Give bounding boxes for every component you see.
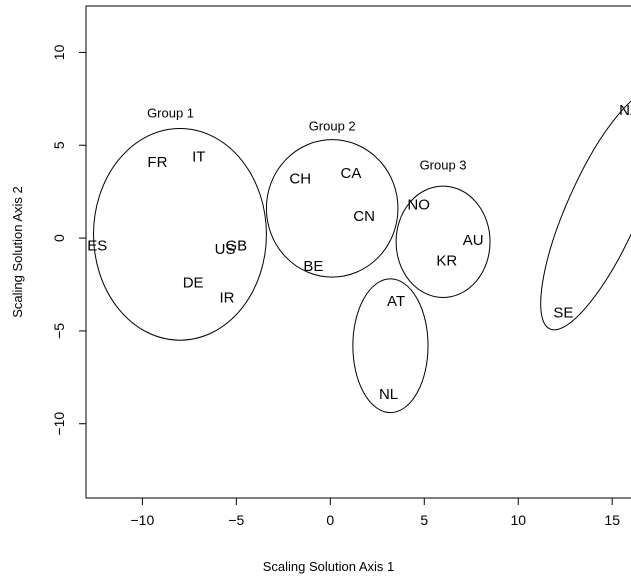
data-point-label: NO [407,197,430,214]
y-tick-label: 10 [51,44,67,60]
data-point-label: IT [192,148,205,165]
data-point-label: ES [87,238,107,255]
x-tick-label: −10 [131,512,155,528]
y-tick-label: 0 [51,234,67,242]
data-point-label: CA [341,165,362,182]
data-point-label: KR [436,252,457,269]
x-tick-label: 10 [510,512,526,528]
group-ellipse [352,278,429,414]
y-tick-label: 5 [51,141,67,149]
data-point-label: GB [226,238,248,255]
x-axis-label: Scaling Solution Axis 1 [263,559,395,574]
data-point-label: IR [219,289,234,306]
group-ellipse [540,90,631,331]
y-tick-label: −5 [51,323,67,339]
y-tick-label: −10 [51,412,67,436]
x-tick-label: 5 [420,512,428,528]
data-point-label: AU [463,232,484,249]
data-point-label: CN [353,208,375,225]
group-ellipse [93,128,267,341]
y-axis-label: Scaling Solution Axis 2 [10,186,25,318]
group-ellipse [265,139,399,278]
plot-frame [85,5,631,499]
data-point-label: US [215,241,236,258]
data-point-label: BE [303,258,323,275]
group-ellipse [395,185,491,298]
group-label: Group 3 [420,157,467,172]
data-point-label: FR [147,154,167,171]
data-point-label: AT [387,293,405,310]
x-tick-label: −5 [228,512,244,528]
group-label: Group 1 [147,105,194,120]
data-point-label: CH [289,171,311,188]
data-point-label: NL [379,386,398,403]
group-label: Group 2 [309,118,356,133]
data-point-label: SE [553,304,573,321]
x-tick-label: 15 [604,512,620,528]
data-point-label: NZ [619,102,631,119]
x-tick-label: 0 [326,512,334,528]
data-point-label: DE [183,275,204,292]
